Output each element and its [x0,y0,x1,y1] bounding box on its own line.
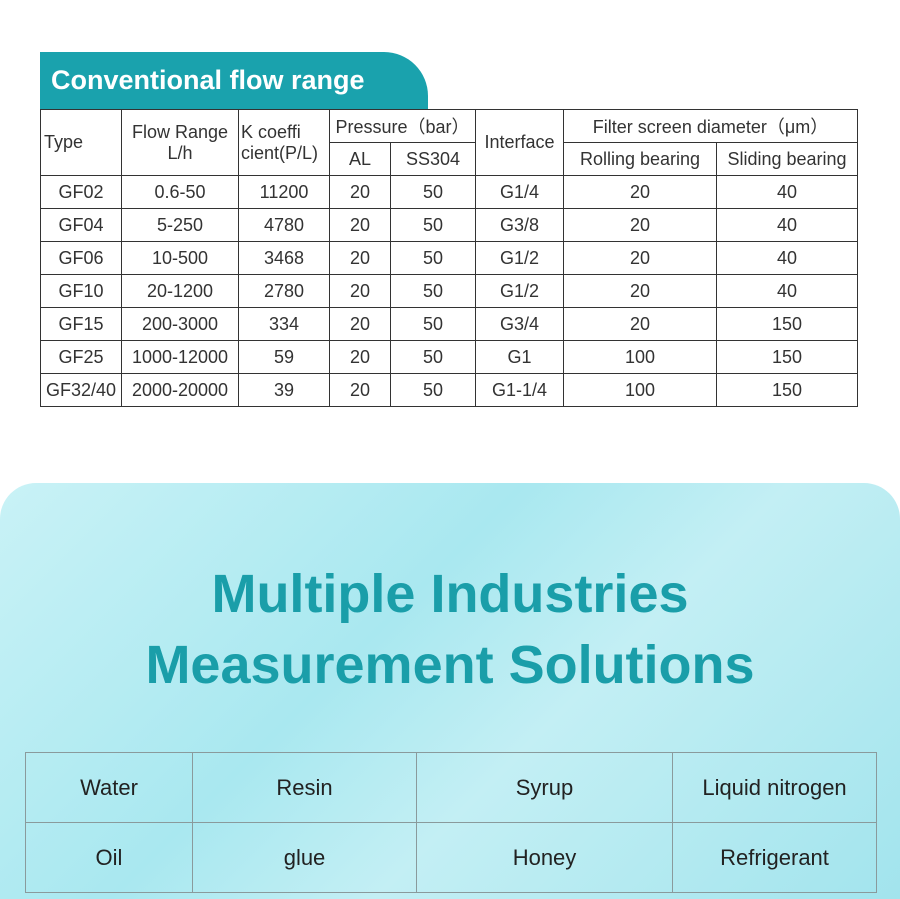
header-cell: K coeffi cient(P/L) [238,109,330,176]
table-cell: GF25 [40,340,122,374]
table-cell: 50 [389,241,477,275]
table-cell: 20 [329,208,391,242]
table-cell: 150 [716,373,859,407]
table-cell: GF02 [40,175,122,209]
industry-row: Water Resin Syrup Liquid nitrogen [25,752,877,823]
table-cell: 40 [716,208,859,242]
table-cell: 3468 [238,241,330,275]
industry-cell: Syrup [416,752,673,823]
table-cell: 20 [563,208,718,242]
table-cell: 4780 [238,208,330,242]
table-cell: 1000-12000 [121,340,239,374]
header-line: K coeffi [241,121,301,142]
table-cell: 50 [389,274,477,308]
table-cell: 10-500 [121,241,239,275]
header-line: Flow Range [131,121,229,142]
table-cell: GF06 [40,241,122,275]
table-row: GF25 1000-12000 59 20 50 G1 100 150 [40,340,859,374]
table-cell: 100 [563,340,718,374]
table-cell: 150 [716,307,859,341]
table-cell: 50 [389,340,477,374]
industry-cell: Water [25,752,193,823]
table-cell: 200-3000 [121,307,239,341]
table-cell: G1/2 [475,241,565,275]
table-cell: GF04 [40,208,122,242]
table-cell: 20 [329,307,391,341]
header-cell: Sliding bearing [716,142,859,176]
banner-title: Multiple Industries [211,564,689,624]
header-cell: Pressure（bar） [328,109,477,143]
table-cell: 20 [329,241,391,275]
table-cell: 50 [389,208,477,242]
table-cell: 2780 [238,274,330,308]
banner-title: Measurement Solutions [145,635,755,695]
table-cell: GF10 [40,274,122,308]
header-cell: Interface [475,109,565,176]
table-cell: G1/2 [475,274,565,308]
table-row: GF10 20-1200 2780 20 50 G1/2 20 40 [40,274,859,308]
table-row: GF15 200-3000 334 20 50 G3/4 20 150 [40,307,859,341]
industry-cell: Honey [416,822,673,893]
table-cell: 100 [563,373,718,407]
table-cell: 50 [389,307,477,341]
table-cell: 20-1200 [121,274,239,308]
table-cell: 2000-20000 [121,373,239,407]
industries-table: Water Resin Syrup Liquid nitrogen Oil glue Hon… [25,752,877,893]
table-cell: 334 [238,307,330,341]
header-cell: Filter screen diameter（μm） [563,109,859,143]
header-cell: Type [40,109,122,176]
header-cell: AL [329,142,391,176]
table-cell: 0.6-50 [121,175,239,209]
header-cell: Rolling bearing [563,142,718,176]
table-cell: 20 [563,274,718,308]
table-cell: G3/4 [475,307,565,341]
header-line: cient(P/L) [241,142,319,163]
table-cell: 5-250 [121,208,239,242]
table-row: GF32/40 2000-20000 39 20 50 G1-1/4 100 150 [40,373,859,407]
table-cell: 150 [716,340,859,374]
table-cell: 40 [716,274,859,308]
table-cell: G1/4 [475,175,565,209]
header-cell: Flow Range L/h [121,109,239,176]
table-cell: 20 [329,373,391,407]
industry-cell: Resin [192,752,417,823]
industry-cell: Liquid nitrogen [672,752,877,823]
table-cell: G1-1/4 [475,373,565,407]
industry-row: Oil glue Honey Refrigerant [25,822,877,893]
table-cell: 50 [389,373,477,407]
table-row: GF04 5-250 4780 20 50 G3/8 20 40 [40,208,859,242]
industries-banner: Multiple Industries Measurement Solution… [0,483,900,899]
section-title: Conventional flow range [40,52,428,109]
table-cell: 40 [716,175,859,209]
header-cell: SS304 [389,142,477,176]
table-cell: 20 [563,175,718,209]
table-cell: 50 [389,175,477,209]
table-cell: 59 [238,340,330,374]
table-cell: 20 [563,307,718,341]
table-cell: 20 [563,241,718,275]
table-cell: 20 [329,340,391,374]
table-row: GF02 0.6-50 11200 20 50 G1/4 20 40 [40,175,859,209]
table-cell: 39 [238,373,330,407]
table-row: GF06 10-500 3468 20 50 G1/2 20 40 [40,241,859,275]
table-cell: GF15 [40,307,122,341]
table-cell: 40 [716,241,859,275]
spec-table: Type Flow Range L/h K coeffi cient(P/L) Pr… [40,109,859,407]
table-cell: G3/8 [475,208,565,242]
table-cell: GF32/40 [40,373,122,407]
industry-cell: Oil [25,822,193,893]
table-cell: 20 [329,274,391,308]
industry-cell: Refrigerant [672,822,877,893]
header-line: L/h [167,142,193,163]
table-cell: 20 [329,175,391,209]
table-cell: 11200 [238,175,330,209]
table-cell: G1 [475,340,565,374]
industry-cell: glue [192,822,417,893]
